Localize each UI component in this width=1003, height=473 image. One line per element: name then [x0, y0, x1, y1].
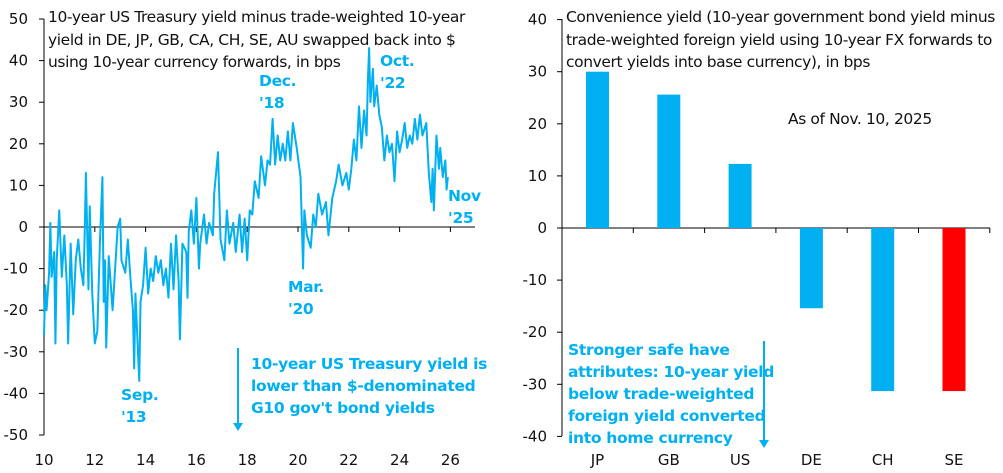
right-y-tick-label: 30	[528, 63, 547, 81]
left-y-tick-label: 40	[9, 52, 28, 70]
category-label-jp: JP	[590, 451, 604, 469]
left-x-tick-label: 26	[441, 451, 460, 469]
category-label-se: SE	[945, 451, 964, 469]
right-y-tick-label: -10	[523, 271, 548, 289]
annotation-nov25: Nov '25	[448, 187, 481, 227]
right-y-tick-label: 40	[528, 11, 547, 29]
left-x-tick-label: 22	[339, 451, 358, 469]
left-chart-title: 10-year US Treasury yield minus trade-we…	[48, 8, 465, 71]
right-y-tick-label: -30	[523, 375, 548, 393]
left-down-arrow-head	[233, 423, 243, 431]
bar-jp	[586, 71, 609, 228]
right-chart-title: Convenience yield (10-year government bo…	[566, 8, 995, 71]
right-down-arrow-head	[759, 440, 769, 448]
right-y-tick-label: -40	[523, 427, 548, 445]
left-y-tick-label: -40	[4, 384, 29, 402]
bar-gb	[657, 94, 681, 229]
right-y-tick-label: 10	[528, 167, 547, 185]
left-x-tick-label: 20	[288, 451, 307, 469]
bar-us	[728, 163, 752, 228]
annotation-oct22: Oct. '22	[380, 52, 415, 92]
annotation-sep13: Sep. '13	[121, 386, 159, 426]
left-y-tick-label: 10	[9, 176, 28, 194]
left-y-tick-label: -30	[4, 343, 29, 361]
annotation-dec18: Dec. '18	[259, 72, 297, 112]
left-x-tick-label: 16	[187, 451, 206, 469]
left-y-tick-label: -50	[4, 426, 29, 444]
right-arrow-note: Stronger safe have attributes: 10-year yi…	[568, 341, 775, 447]
bar-ch	[871, 228, 895, 392]
category-label-us: US	[730, 451, 751, 469]
left-y-tick-label: 30	[9, 93, 28, 111]
left-arrow-note: 10-year US Treasury yield is lower than $…	[251, 355, 488, 417]
left-x-tick-label: 12	[85, 451, 104, 469]
category-label-ch: CH	[872, 451, 894, 469]
series-line-us-convenience-yield	[43, 47, 449, 382]
left-x-tick-label: 14	[136, 451, 155, 469]
left-y-tick-label: 50	[9, 10, 28, 28]
left-y-tick-label: 20	[9, 135, 28, 153]
left-y-tick-label: -20	[4, 301, 29, 319]
left-x-tick-label: 10	[34, 451, 53, 469]
category-label-gb: GB	[658, 451, 680, 469]
category-label-de: DE	[801, 451, 822, 469]
as-of-date: As of Nov. 10, 2025	[788, 110, 932, 128]
left-y-tick-label: -10	[4, 260, 29, 278]
bar-de	[799, 228, 823, 309]
annotation-mar20: Mar. '20	[288, 278, 325, 318]
right-y-tick-label: -20	[523, 323, 548, 341]
right-y-tick-label: 0	[537, 219, 547, 237]
left-y-tick-label: 0	[18, 218, 28, 236]
left-x-tick-label: 18	[238, 451, 257, 469]
left-x-tick-label: 24	[390, 451, 409, 469]
bar-se	[942, 228, 966, 392]
right-y-tick-label: 20	[528, 115, 547, 133]
